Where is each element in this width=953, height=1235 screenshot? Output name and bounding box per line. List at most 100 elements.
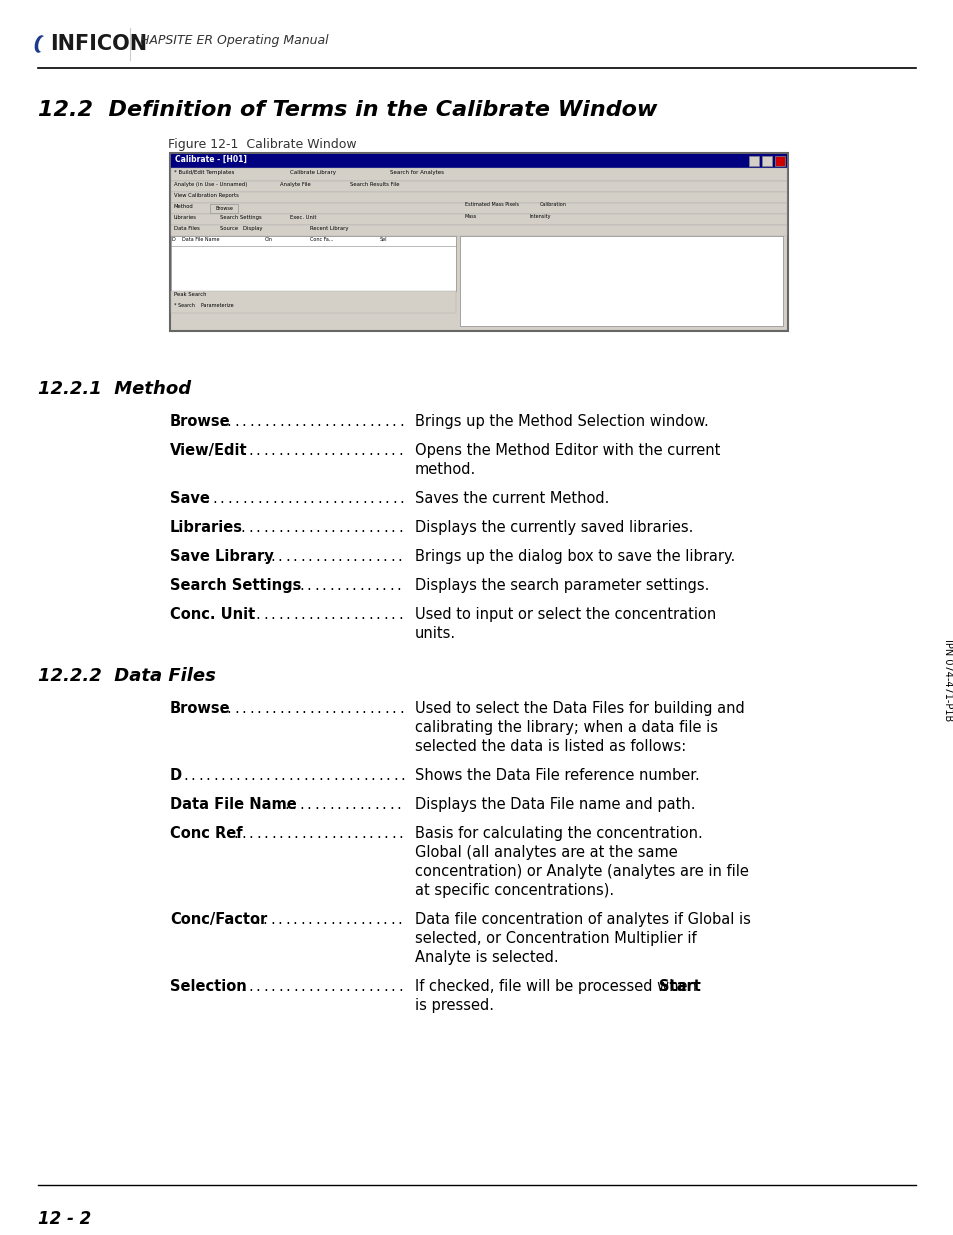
Text: Recent Library: Recent Library [310, 226, 348, 231]
Text: .: . [294, 414, 298, 429]
Text: .: . [250, 492, 254, 506]
Text: .: . [381, 578, 386, 593]
Text: .: . [392, 701, 396, 716]
Text: .: . [213, 768, 217, 783]
Text: Exec. Unit: Exec. Unit [290, 215, 316, 220]
Text: .: . [324, 414, 329, 429]
Text: .: . [345, 606, 350, 622]
Text: .: . [242, 492, 247, 506]
Text: .: . [300, 606, 305, 622]
Text: .: . [348, 768, 353, 783]
Text: Browse: Browse [170, 701, 231, 716]
Text: .: . [272, 701, 276, 716]
FancyBboxPatch shape [171, 168, 786, 182]
Text: .: . [248, 443, 253, 458]
Text: .: . [345, 520, 350, 535]
Text: .: . [308, 443, 313, 458]
Text: Search Settings: Search Settings [170, 578, 301, 593]
Text: .: . [206, 768, 211, 783]
FancyBboxPatch shape [171, 191, 786, 203]
Text: .: . [271, 443, 275, 458]
Text: .: . [294, 492, 299, 506]
Text: .: . [337, 911, 342, 927]
Text: .: . [384, 492, 389, 506]
Text: D: D [170, 768, 182, 783]
Text: .: . [284, 797, 289, 811]
Text: Browse: Browse [170, 414, 231, 429]
Ellipse shape [34, 36, 46, 53]
Text: Shows the Data File reference number.: Shows the Data File reference number. [415, 768, 699, 783]
Text: .: . [361, 826, 365, 841]
Text: .: . [287, 492, 292, 506]
Text: .: . [330, 550, 335, 564]
Text: .: . [315, 443, 320, 458]
Text: .: . [301, 826, 306, 841]
Text: .: . [368, 979, 373, 994]
Text: .: . [317, 492, 322, 506]
Text: .: . [323, 520, 328, 535]
Text: Opens the Method Editor with the current: Opens the Method Editor with the current [415, 443, 720, 458]
Text: .: . [302, 492, 307, 506]
Text: Conc Fa...: Conc Fa... [310, 237, 333, 242]
Text: .: . [220, 768, 225, 783]
Text: .: . [363, 768, 368, 783]
Text: .: . [307, 797, 312, 811]
Text: Displays the search parameter settings.: Displays the search parameter settings. [415, 578, 709, 593]
Text: .: . [393, 768, 397, 783]
Text: .: . [264, 701, 269, 716]
Text: .: . [336, 578, 341, 593]
Text: .: . [346, 826, 351, 841]
Text: .: . [234, 492, 239, 506]
Text: .: . [272, 492, 276, 506]
Text: Data Files: Data Files [173, 226, 200, 231]
Text: at specific concentrations).: at specific concentrations). [415, 883, 614, 898]
Text: .: . [292, 578, 296, 593]
Text: .: . [375, 606, 380, 622]
Text: .: . [280, 768, 285, 783]
Text: .: . [331, 520, 335, 535]
Text: 12.2  Definition of Terms in the Calibrate Window: 12.2 Definition of Terms in the Calibrat… [38, 100, 657, 120]
Text: .: . [308, 520, 313, 535]
Text: .: . [315, 826, 320, 841]
Text: concentration) or Analyte (analytes are in file: concentration) or Analyte (analytes are … [415, 864, 748, 879]
Text: .: . [398, 414, 403, 429]
Text: .: . [330, 911, 335, 927]
Text: .: . [303, 768, 308, 783]
Text: .: . [368, 826, 373, 841]
Text: .: . [314, 797, 318, 811]
Text: .: . [329, 578, 334, 593]
Text: .: . [300, 443, 305, 458]
Text: .: . [346, 414, 351, 429]
Text: .: . [258, 768, 263, 783]
Text: .: . [397, 550, 402, 564]
Text: .: . [286, 443, 291, 458]
Text: Figure 12-1  Calibrate Window: Figure 12-1 Calibrate Window [168, 138, 356, 151]
Text: .: . [248, 606, 253, 622]
Text: Calibrate Library: Calibrate Library [290, 170, 335, 175]
Text: .: . [324, 492, 329, 506]
Text: .: . [399, 492, 404, 506]
Text: .: . [299, 797, 304, 811]
Text: .: . [377, 768, 382, 783]
Text: .: . [392, 414, 396, 429]
Text: .: . [331, 979, 335, 994]
Text: .: . [315, 606, 320, 622]
Text: Displays the currently saved libraries.: Displays the currently saved libraries. [415, 520, 693, 535]
Text: .: . [318, 768, 323, 783]
Text: .: . [355, 492, 359, 506]
Text: .: . [338, 443, 343, 458]
Text: Libraries: Libraries [173, 215, 196, 220]
Text: .: . [278, 443, 283, 458]
Text: .: . [362, 492, 367, 506]
Text: .: . [367, 550, 372, 564]
Text: Conc Ref: Conc Ref [170, 826, 242, 841]
Text: .: . [255, 443, 260, 458]
Text: Brings up the Method Selection window.: Brings up the Method Selection window. [415, 414, 708, 429]
Text: .: . [277, 911, 282, 927]
Text: .: . [263, 606, 268, 622]
Text: .: . [241, 701, 246, 716]
Text: .: . [299, 550, 304, 564]
Text: .: . [376, 414, 381, 429]
Text: .: . [398, 979, 402, 994]
Text: .: . [375, 826, 380, 841]
